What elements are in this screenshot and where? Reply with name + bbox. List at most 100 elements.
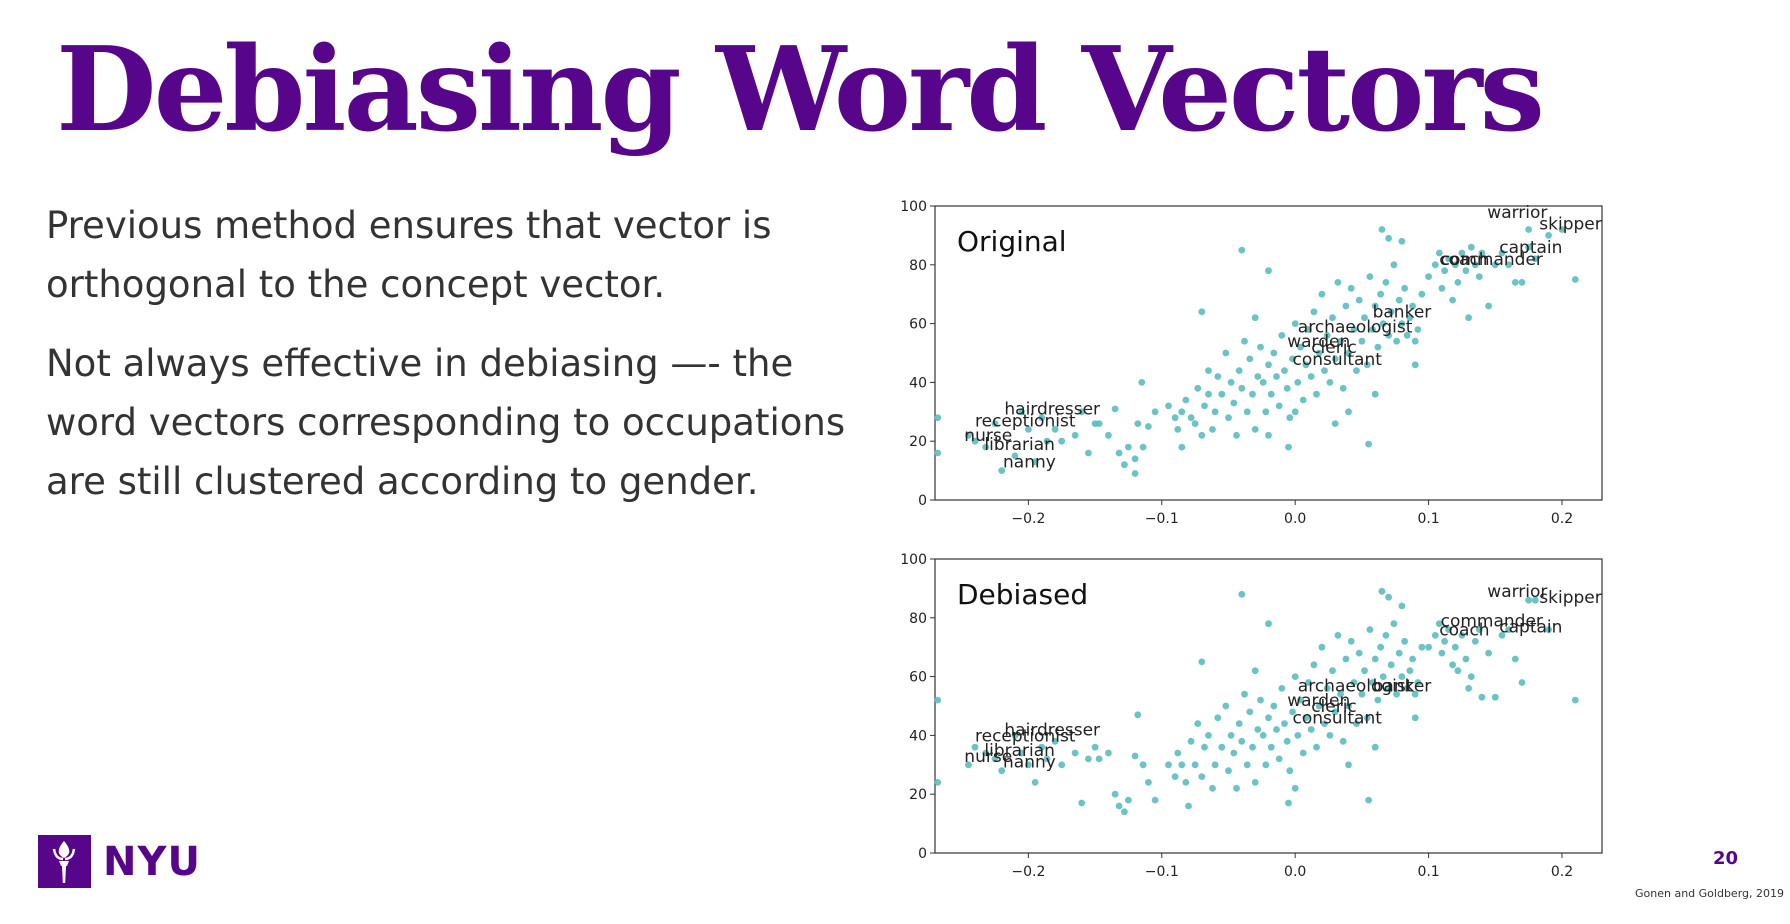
data-point [1230,749,1238,757]
data-point [1395,296,1403,304]
data-point [1205,732,1212,739]
data-point [1462,655,1470,663]
data-point [1025,761,1032,769]
data-point [1265,714,1272,722]
data-point [1387,661,1395,669]
data-point [1366,273,1374,280]
data-point [1273,726,1280,733]
data-point [1398,673,1406,680]
data-point [1310,308,1318,316]
x-tick-label: 0.0 [1284,511,1306,527]
data-point [1307,726,1315,733]
word-label: skipper [1539,215,1601,235]
data-point [991,755,999,763]
data-point [1411,714,1419,722]
data-point [1518,679,1526,686]
data-point [1205,367,1212,374]
data-point [1281,720,1288,727]
data-point [1313,390,1320,398]
scatter-charts: −0.2 −0.1 0.0 0.1 0.2 0 20 40 60 80 100 Original war… [900,199,1603,880]
data-point [1363,361,1371,369]
data-point [1270,349,1278,357]
x-tick-label: −0.1 [1145,511,1179,527]
chart-panel-0: −0.2 −0.1 0.0 0.1 0.2 0 20 40 60 80 100 Original war… [900,199,1603,527]
data-point [1385,234,1392,242]
data-point [1378,587,1386,595]
data-point [1365,440,1372,448]
data-point [1131,752,1139,760]
data-point [1342,302,1350,310]
data-point [1218,390,1226,398]
nyu-logo-text: NYU [103,838,201,885]
data-point [1125,443,1132,451]
data-point [1198,773,1206,780]
x-tick-label: 0.1 [1417,864,1439,880]
data-point [1467,243,1475,251]
data-point [1491,261,1499,269]
data-point [1241,690,1248,698]
data-point [1058,437,1066,445]
data-point [1115,802,1123,810]
data-point [1267,390,1275,398]
data-point [1531,255,1539,263]
data-point [1511,279,1519,286]
word-label: coach [1439,250,1489,270]
data-point [1334,279,1342,286]
data-point [982,749,990,757]
data-point [1251,667,1259,675]
data-point [1498,632,1506,639]
x-tick-label: −0.1 [1145,864,1179,880]
y-tick-label: 100 [900,199,927,215]
y-tick-label: 100 [900,552,927,568]
data-point [1378,226,1386,233]
data-point [1294,732,1302,739]
data-point [1505,626,1512,633]
data-point [1289,708,1296,716]
data-point [1345,702,1352,710]
x-tick-label: −0.2 [1011,511,1045,527]
data-point [1283,737,1291,745]
data-point [1138,379,1146,386]
data-point [1305,326,1312,333]
data-point [1449,296,1456,304]
data-point [1246,355,1254,363]
data-point [1205,390,1212,398]
data-point [1441,637,1448,645]
data-point [1145,423,1152,430]
data-point [1191,420,1199,427]
data-point [1187,414,1195,422]
data-point [1085,449,1092,457]
data-point [1369,679,1376,686]
data-point [1334,632,1342,639]
word-label: archaeologist [1298,676,1413,696]
x-tick-label: 0.0 [1284,864,1306,880]
data-point [1198,431,1206,439]
y-tick-label: 0 [918,493,927,509]
y-tick-label: 20 [909,434,927,450]
word-label: librarian [984,741,1055,761]
data-point [1262,408,1270,416]
data-point [982,443,990,451]
word-label: coach [1439,620,1489,640]
data-point [1418,290,1426,298]
data-point [1265,361,1272,369]
data-point [1425,643,1432,651]
data-point [934,414,942,422]
data-point [1115,449,1123,457]
data-point [1371,655,1379,663]
data-point [1438,284,1446,292]
data-point [1411,337,1419,345]
data-point [1178,443,1186,451]
data-point [1347,637,1355,645]
data-point [1406,314,1414,322]
word-label: banker [1373,676,1432,696]
data-point [1403,685,1411,692]
data-point [965,431,972,439]
data-point [1331,355,1339,363]
data-point [1297,343,1304,351]
data-point [1409,302,1416,310]
data-point [1078,799,1086,807]
word-label: warden [1287,691,1350,711]
data-point [1222,702,1230,710]
data-point [1371,390,1379,398]
